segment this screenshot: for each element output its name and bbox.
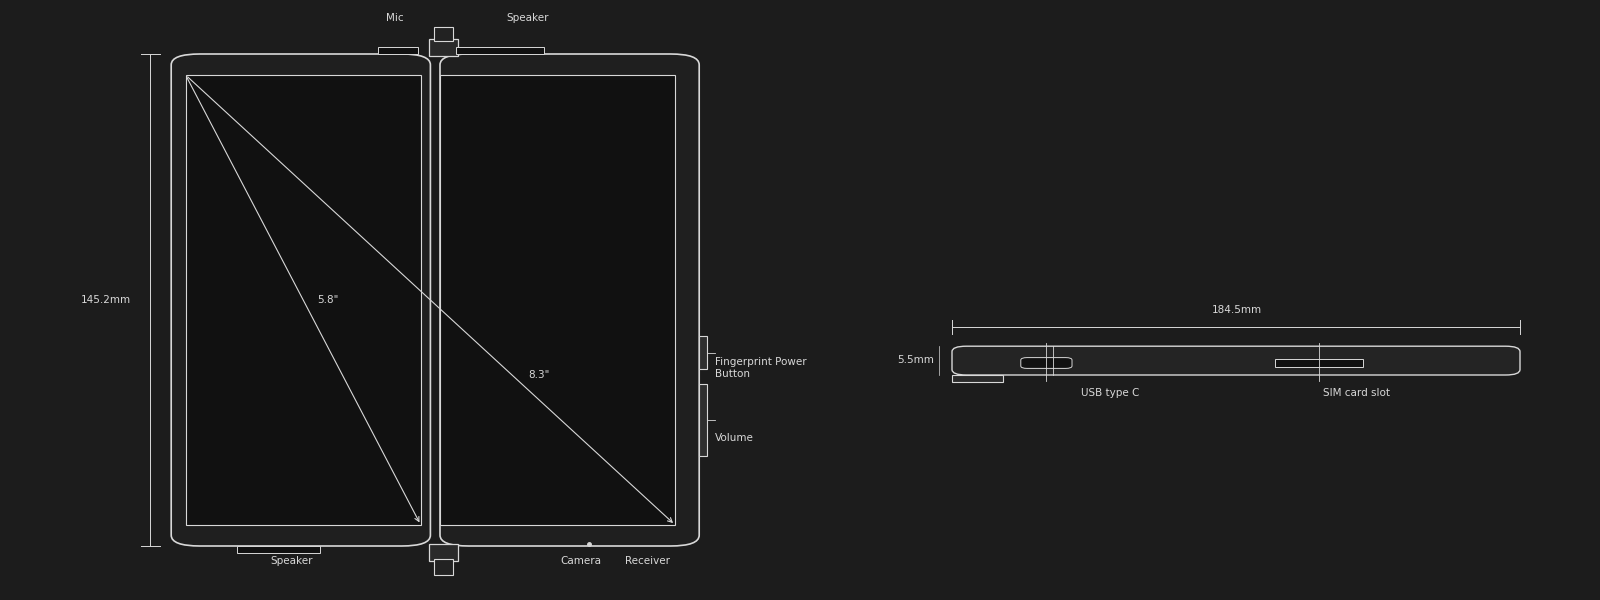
Text: Mic: Mic xyxy=(386,13,405,23)
Bar xyxy=(699,384,707,456)
Bar xyxy=(699,336,707,369)
FancyBboxPatch shape xyxy=(440,54,699,546)
Text: Receiver: Receiver xyxy=(626,556,670,566)
Text: USB type C: USB type C xyxy=(1082,388,1139,398)
Text: 145.2mm: 145.2mm xyxy=(82,295,131,305)
Bar xyxy=(378,47,418,54)
Bar xyxy=(952,375,1003,382)
Text: Camera: Camera xyxy=(560,556,602,566)
Text: Volume: Volume xyxy=(715,433,754,443)
Text: Speaker: Speaker xyxy=(270,556,312,566)
Bar xyxy=(1275,359,1363,367)
Text: Fingerprint Power
Button: Fingerprint Power Button xyxy=(715,357,806,379)
Text: Speaker: Speaker xyxy=(507,13,549,23)
FancyBboxPatch shape xyxy=(952,346,1520,375)
Text: 184.5mm: 184.5mm xyxy=(1211,305,1262,315)
Text: 5.8": 5.8" xyxy=(317,295,339,305)
Bar xyxy=(440,75,675,525)
Bar xyxy=(429,39,458,56)
Text: SIM card slot: SIM card slot xyxy=(1323,388,1390,398)
Bar xyxy=(237,546,320,553)
Text: 8.3": 8.3" xyxy=(528,370,550,380)
FancyBboxPatch shape xyxy=(171,54,430,546)
Bar xyxy=(434,559,453,575)
Bar xyxy=(429,544,458,561)
Bar xyxy=(456,47,544,54)
Bar xyxy=(186,75,421,525)
FancyBboxPatch shape xyxy=(1021,358,1072,368)
Text: 5.5mm: 5.5mm xyxy=(898,355,934,365)
Bar xyxy=(434,27,453,41)
